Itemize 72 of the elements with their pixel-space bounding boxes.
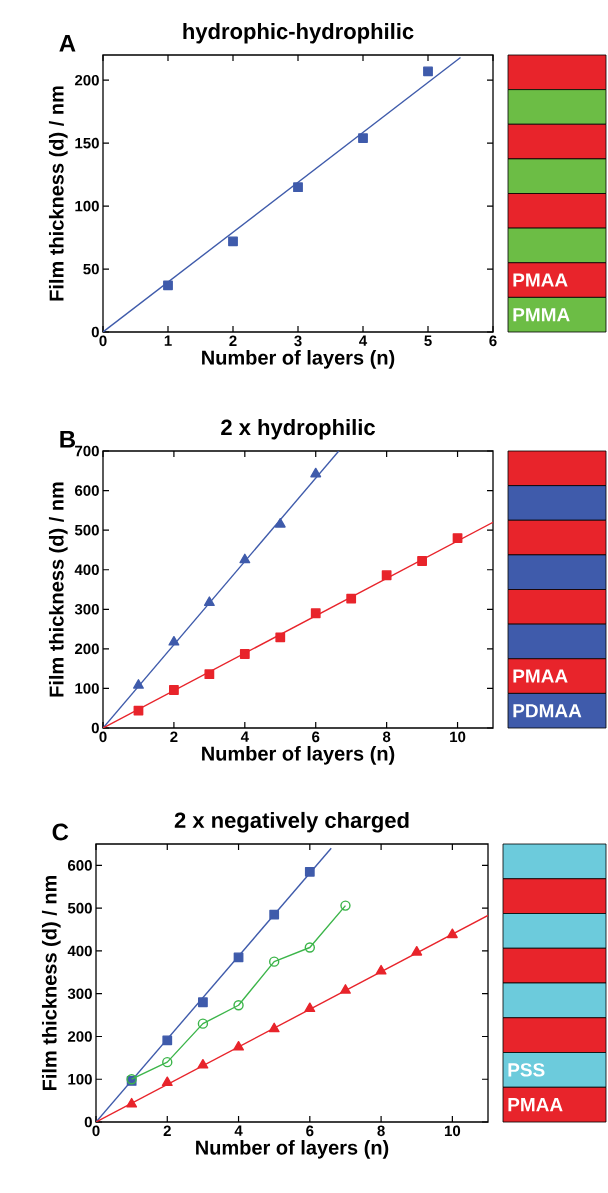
x-tick-label: 4: [240, 731, 249, 742]
y-tick-label: 150: [75, 137, 99, 149]
y-axis-title: Film thickness (d) / nm: [48, 482, 68, 697]
x-tick-label: 10: [444, 1125, 461, 1137]
x-tick-label: 4: [234, 1125, 243, 1136]
y-tick-label: 500: [74, 524, 99, 536]
point: [162, 1056, 173, 1068]
x-tick-label: 0: [99, 731, 107, 743]
y-tick-label: 200: [74, 74, 99, 86]
x-tick-label: 6: [312, 731, 320, 743]
x-tick-label: 6: [489, 335, 497, 347]
x-axis-title: Number of layers (n): [202, 350, 395, 369]
chart-title: 2 x hydrophilic: [221, 419, 375, 440]
text: PMAA: [513, 669, 568, 683]
y-tick-label: 200: [67, 1031, 92, 1042]
text: PMAA: [508, 1098, 563, 1112]
point: [358, 133, 368, 143]
y-tick-label: 300: [67, 988, 92, 1000]
point: [340, 900, 351, 911]
point: [168, 635, 180, 646]
point: [293, 182, 303, 193]
y-tick-label: 50: [83, 263, 99, 275]
y-tick-label: 200: [74, 643, 99, 655]
chart-title: 2 x negatively charged: [174, 811, 409, 833]
text: C: [52, 823, 69, 841]
y-tick-label: 0: [91, 722, 99, 734]
y-tick-label: 0: [91, 326, 99, 338]
x-tick-label: 2: [170, 731, 178, 742]
x-tick-label: 2: [229, 335, 237, 346]
y-tick-label: 600: [75, 485, 99, 496]
x-tick-label: 8: [382, 731, 391, 743]
text: B: [60, 430, 75, 448]
y-tick-label: 500: [67, 902, 92, 914]
chart-title: hydrophic-hydrophilic: [183, 23, 414, 44]
point: [233, 1000, 244, 1011]
y-tick-label: 600: [68, 860, 92, 871]
x-tick-label: 1: [164, 335, 172, 346]
x-tick-label: 2: [163, 1125, 171, 1137]
point: [423, 66, 433, 77]
x-tick-label: 8: [377, 1125, 385, 1137]
y-tick-label: 100: [75, 200, 99, 212]
x-tick-label: 6: [306, 1125, 314, 1137]
y-tick-label: 400: [74, 564, 99, 576]
point: [198, 997, 208, 1008]
x-tick-label: 4: [359, 335, 368, 346]
point: [417, 556, 427, 566]
y-tick-label: 300: [74, 603, 99, 615]
point: [304, 942, 316, 953]
y-tick-label: 700: [75, 445, 99, 457]
point: [268, 956, 280, 967]
point: [228, 236, 238, 247]
point: [197, 1018, 209, 1029]
x-tick-label: 5: [424, 335, 432, 346]
text: PMMA: [513, 308, 570, 322]
y-tick-label: 400: [67, 945, 92, 957]
y-axis-title: Film thickness (d) / nm: [48, 86, 68, 301]
text: PDMAA: [513, 704, 582, 718]
x-tick-label: 3: [294, 335, 302, 347]
y-tick-label: 100: [75, 683, 99, 694]
x-axis-title: Number of layers (n): [196, 1139, 389, 1159]
y-tick-label: 0: [84, 1116, 92, 1128]
point: [132, 679, 144, 689]
y-tick-label: 100: [68, 1073, 92, 1085]
text: A: [59, 34, 76, 52]
x-tick-label: 10: [450, 731, 466, 743]
x-axis-title: Number of layers (n): [202, 745, 395, 765]
x-tick-label: 0: [99, 335, 107, 347]
text: PSS: [508, 1063, 545, 1077]
point: [274, 518, 286, 528]
point: [381, 570, 392, 581]
text: PMAA: [513, 273, 568, 287]
y-axis-title: Film thickness (d) / nm: [41, 875, 61, 1091]
